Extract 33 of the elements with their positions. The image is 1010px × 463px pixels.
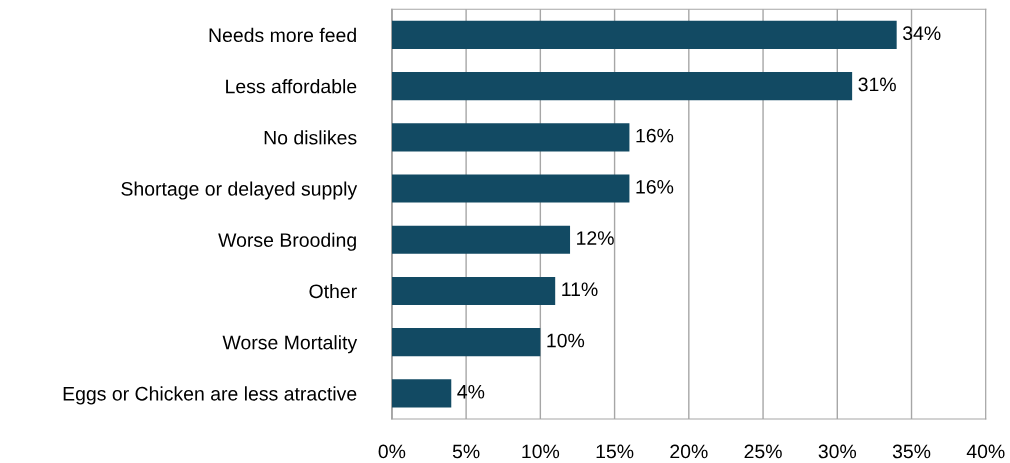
data-label: 16% (636, 179, 674, 194)
y-tick-label: Less affordable (226, 79, 357, 94)
bar (391, 72, 853, 101)
bar (391, 328, 541, 357)
bar (391, 225, 571, 254)
x-tick-label: 35% (892, 444, 931, 459)
y-tick-label: Other (309, 283, 357, 299)
x-tick-label: 30% (818, 444, 857, 459)
x-tick-label: 5% (452, 444, 480, 459)
data-label: 11% (562, 282, 598, 297)
x-tick-label: 25% (744, 444, 782, 459)
bar (391, 123, 630, 152)
x-tick-label: 0% (378, 444, 406, 459)
data-label: 10% (547, 333, 585, 348)
bar (391, 20, 897, 49)
data-label: 34% (902, 26, 941, 41)
x-tick-label: 10% (522, 444, 560, 459)
data-label: 4% (457, 384, 485, 399)
x-tick-label: 15% (596, 444, 634, 459)
data-label: 31% (858, 77, 896, 92)
bar (391, 379, 452, 408)
y-tick-label: Worse Mortality (222, 335, 358, 354)
y-tick-label: Worse Brooding (218, 232, 356, 251)
data-label: 16% (636, 128, 674, 143)
y-tick-label: No dislikes (264, 130, 357, 145)
y-tick-label: Shortage or delayed supply (121, 181, 358, 200)
y-tick-label: Needs more feed (209, 27, 356, 43)
x-tick-label: 20% (670, 444, 708, 459)
x-tick-label: 40% (966, 444, 1005, 459)
y-tick-label: Eggs or Chicken are less atractive (63, 386, 357, 405)
bar (391, 276, 556, 306)
bar (391, 174, 630, 203)
data-label: 12% (577, 231, 614, 245)
